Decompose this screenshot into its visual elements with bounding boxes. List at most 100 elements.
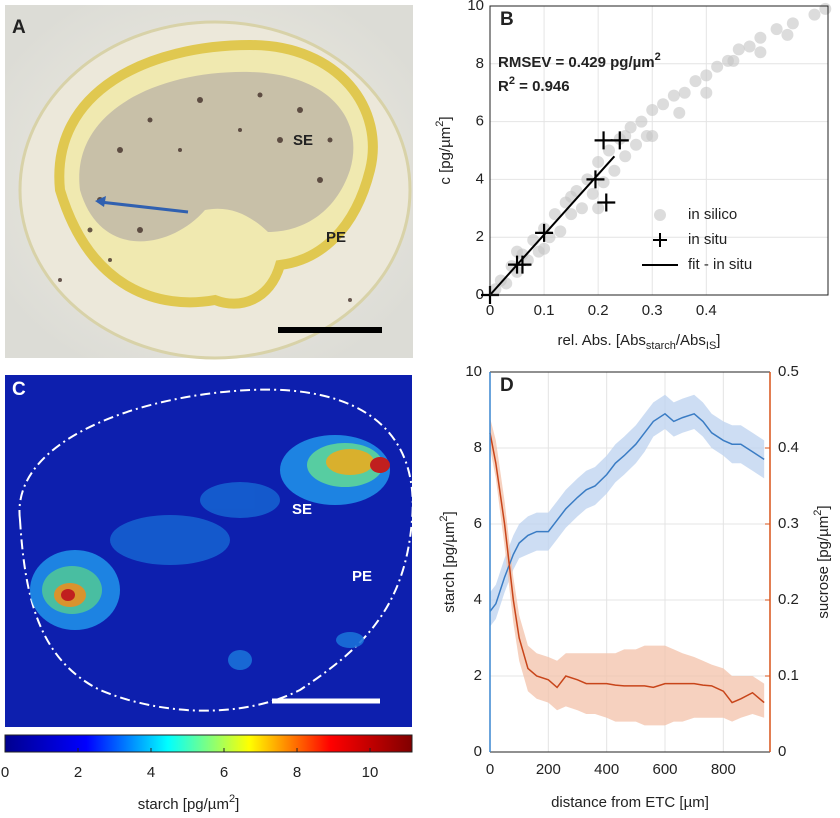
legend-label: in silico bbox=[688, 206, 737, 223]
region-label: SE bbox=[292, 501, 312, 518]
y-axis-label: starch [pg/µm2] bbox=[438, 511, 458, 612]
text-part: 2 bbox=[438, 515, 450, 521]
point bbox=[500, 277, 513, 290]
micrograph-a bbox=[5, 5, 413, 360]
y-tick-label: 4 bbox=[476, 170, 484, 187]
y2-tick-label: 0.2 bbox=[778, 591, 799, 608]
panel-label: A bbox=[12, 17, 26, 38]
error-band bbox=[490, 417, 765, 726]
point bbox=[610, 131, 629, 150]
y-tick-label: 2 bbox=[474, 667, 482, 684]
x-tick-label: 0.3 bbox=[642, 302, 663, 319]
y-tick-label: 6 bbox=[474, 515, 482, 532]
y2-tick-label: 0 bbox=[778, 743, 786, 760]
legend-label: in situ bbox=[688, 231, 727, 248]
panel-label: D bbox=[500, 375, 514, 396]
y-tick-label: 8 bbox=[474, 439, 482, 456]
line bbox=[489, 432, 765, 704]
point bbox=[619, 150, 632, 163]
text-part: rel. Abs. [Abs bbox=[558, 332, 646, 349]
text-part: R bbox=[498, 78, 509, 95]
axes-box bbox=[489, 5, 829, 296]
point bbox=[657, 98, 670, 111]
region-label: PE bbox=[352, 568, 372, 585]
panel-label: C bbox=[12, 379, 26, 400]
point bbox=[586, 170, 605, 189]
point bbox=[700, 86, 713, 99]
x-tick-label: 10 bbox=[362, 764, 379, 781]
point bbox=[554, 225, 567, 238]
legend-marker bbox=[653, 233, 667, 247]
x-axis-label: starch [pg/µm2] bbox=[138, 793, 239, 813]
point bbox=[673, 106, 686, 119]
text-part: 2 bbox=[509, 75, 515, 87]
x-tick-label: 200 bbox=[536, 761, 561, 778]
y-tick-label: 0 bbox=[474, 743, 482, 760]
point bbox=[548, 208, 561, 221]
point bbox=[543, 231, 556, 244]
point bbox=[646, 130, 659, 143]
point bbox=[597, 193, 616, 212]
text-part: sucrose [pg/µm bbox=[815, 516, 832, 619]
point bbox=[575, 202, 588, 215]
y-tick-label: 8 bbox=[476, 55, 484, 72]
text-part: starch [pg/µm bbox=[441, 522, 458, 613]
x-tick-label: 800 bbox=[711, 761, 736, 778]
x-tick-label: 8 bbox=[293, 764, 301, 781]
x-tick-label: 400 bbox=[594, 761, 619, 778]
point bbox=[565, 208, 578, 221]
text-part: starch [pg/µm bbox=[138, 796, 229, 813]
y-axis-label: c [pg/µm2] bbox=[434, 116, 454, 184]
point bbox=[602, 144, 615, 157]
point bbox=[711, 60, 724, 73]
text-part: 2 bbox=[229, 793, 235, 805]
text-part: /Abs bbox=[676, 332, 706, 349]
point bbox=[781, 28, 794, 41]
y-tick-label: 10 bbox=[467, 0, 484, 14]
point bbox=[646, 104, 659, 117]
point bbox=[511, 245, 524, 258]
point bbox=[592, 156, 605, 169]
point bbox=[819, 2, 832, 15]
x-tick-label: 4 bbox=[147, 764, 155, 781]
x-tick-label: 0 bbox=[1, 764, 9, 781]
point bbox=[743, 40, 756, 53]
point bbox=[689, 75, 702, 88]
colorbar bbox=[4, 734, 413, 753]
point bbox=[754, 31, 767, 44]
text-part: ] bbox=[441, 511, 458, 515]
point bbox=[732, 43, 745, 56]
y-tick-label: 6 bbox=[476, 113, 484, 130]
x-tick-label: 0.2 bbox=[588, 302, 609, 319]
point bbox=[635, 115, 648, 128]
x-tick-label: 6 bbox=[220, 764, 228, 781]
point bbox=[592, 202, 605, 215]
heatmap-c bbox=[5, 375, 414, 727]
point bbox=[727, 54, 740, 67]
text-part: 2 bbox=[655, 51, 661, 63]
point bbox=[619, 130, 632, 143]
x-tick-label: 600 bbox=[652, 761, 677, 778]
x-axis-label: rel. Abs. [Absstarch/AbsIS] bbox=[558, 332, 721, 352]
y-tick-label: 0 bbox=[476, 286, 484, 303]
text-part: = 0.946 bbox=[515, 78, 570, 95]
x-tick-label: 0.1 bbox=[534, 302, 555, 319]
text-part: c [pg/µm bbox=[437, 127, 454, 185]
y-tick-label: 2 bbox=[476, 228, 484, 245]
point bbox=[808, 8, 821, 21]
point bbox=[594, 131, 613, 150]
y2-tick-label: 0.4 bbox=[778, 439, 799, 456]
error-band bbox=[490, 394, 765, 627]
y-tick-label: 4 bbox=[474, 591, 482, 608]
point bbox=[597, 176, 610, 189]
y2-tick-label: 0.5 bbox=[778, 363, 799, 380]
text-part: starch bbox=[646, 340, 676, 352]
region-label: PE bbox=[326, 229, 346, 246]
point bbox=[608, 164, 621, 177]
x-tick-label: 0 bbox=[486, 761, 494, 778]
point bbox=[678, 86, 691, 99]
point bbox=[770, 23, 783, 36]
point bbox=[786, 17, 799, 30]
annotation: RMSEV = 0.429 pg/µm2 bbox=[498, 51, 661, 71]
